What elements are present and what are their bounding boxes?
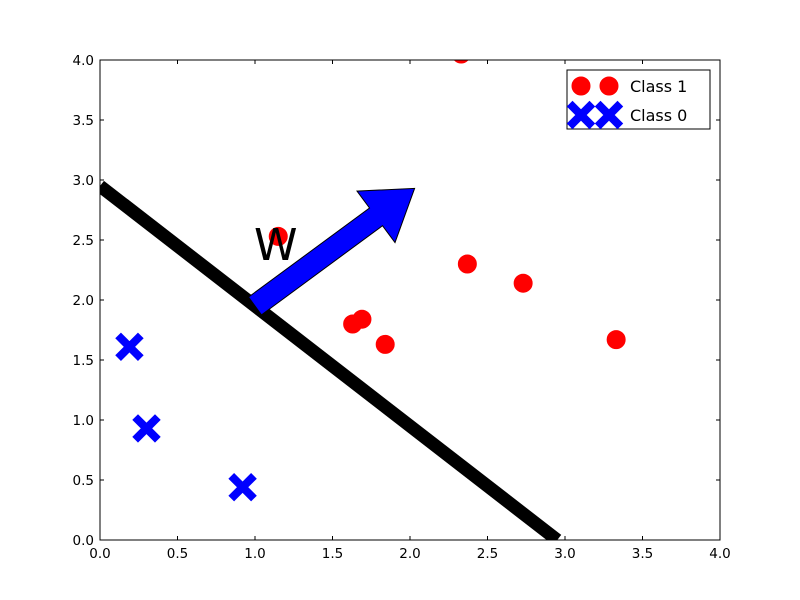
x-tick-label: 0.0: [89, 546, 110, 562]
legend-class-0-marker: [566, 100, 596, 130]
y-tick-label: 2.0: [73, 293, 94, 309]
legend-class-0-marker: [594, 100, 624, 130]
plot-area: [100, 60, 720, 540]
y-tick-label: 1.5: [73, 353, 94, 369]
class-1-point: [352, 309, 372, 329]
y-tick-label: 0.0: [73, 533, 94, 549]
x-tick-label: 2.0: [399, 546, 420, 562]
x-tick-label: 3.5: [632, 546, 653, 562]
y-tick-label: 3.0: [73, 173, 94, 189]
x-tick-label: 0.5: [167, 546, 188, 562]
class-1-point: [453, 60, 469, 64]
decision-boundary-line: [100, 180, 562, 540]
x-tick-label: 3.0: [554, 546, 575, 562]
legend-class-1-label: Class 1: [630, 77, 687, 96]
class-0-point: [115, 332, 144, 362]
class-1-point: [375, 334, 395, 354]
class-1-point: [606, 330, 626, 350]
class-0-point: [228, 472, 257, 502]
y-tick-label: 3.5: [73, 113, 94, 129]
class-1-point: [513, 273, 533, 293]
class-1-point: [457, 254, 477, 274]
y-tick-label: 1.0: [73, 413, 94, 429]
legend-class-1-marker: [571, 76, 591, 96]
weight-label: W: [254, 220, 298, 271]
class-0-point: [132, 414, 161, 443]
weight-arrow: [247, 187, 416, 316]
x-tick-label: 4.0: [709, 546, 730, 562]
x-tick-label: 1.0: [244, 546, 265, 562]
class-1-point: [268, 226, 288, 246]
y-tick-label: 0.5: [73, 473, 94, 489]
y-tick-label: 2.5: [73, 233, 94, 249]
x-tick-label: 1.5: [322, 546, 343, 562]
y-tick-label: 4.0: [73, 53, 94, 69]
legend-class-1-marker: [599, 76, 619, 96]
x-tick-label: 2.5: [477, 546, 498, 562]
legend-class-0-label: Class 0: [630, 106, 687, 125]
